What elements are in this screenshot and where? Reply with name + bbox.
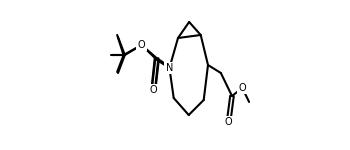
Text: O: O [238,83,246,93]
Text: N: N [166,63,173,73]
Text: O: O [225,117,232,127]
Text: O: O [150,85,158,95]
Text: O: O [138,40,145,50]
